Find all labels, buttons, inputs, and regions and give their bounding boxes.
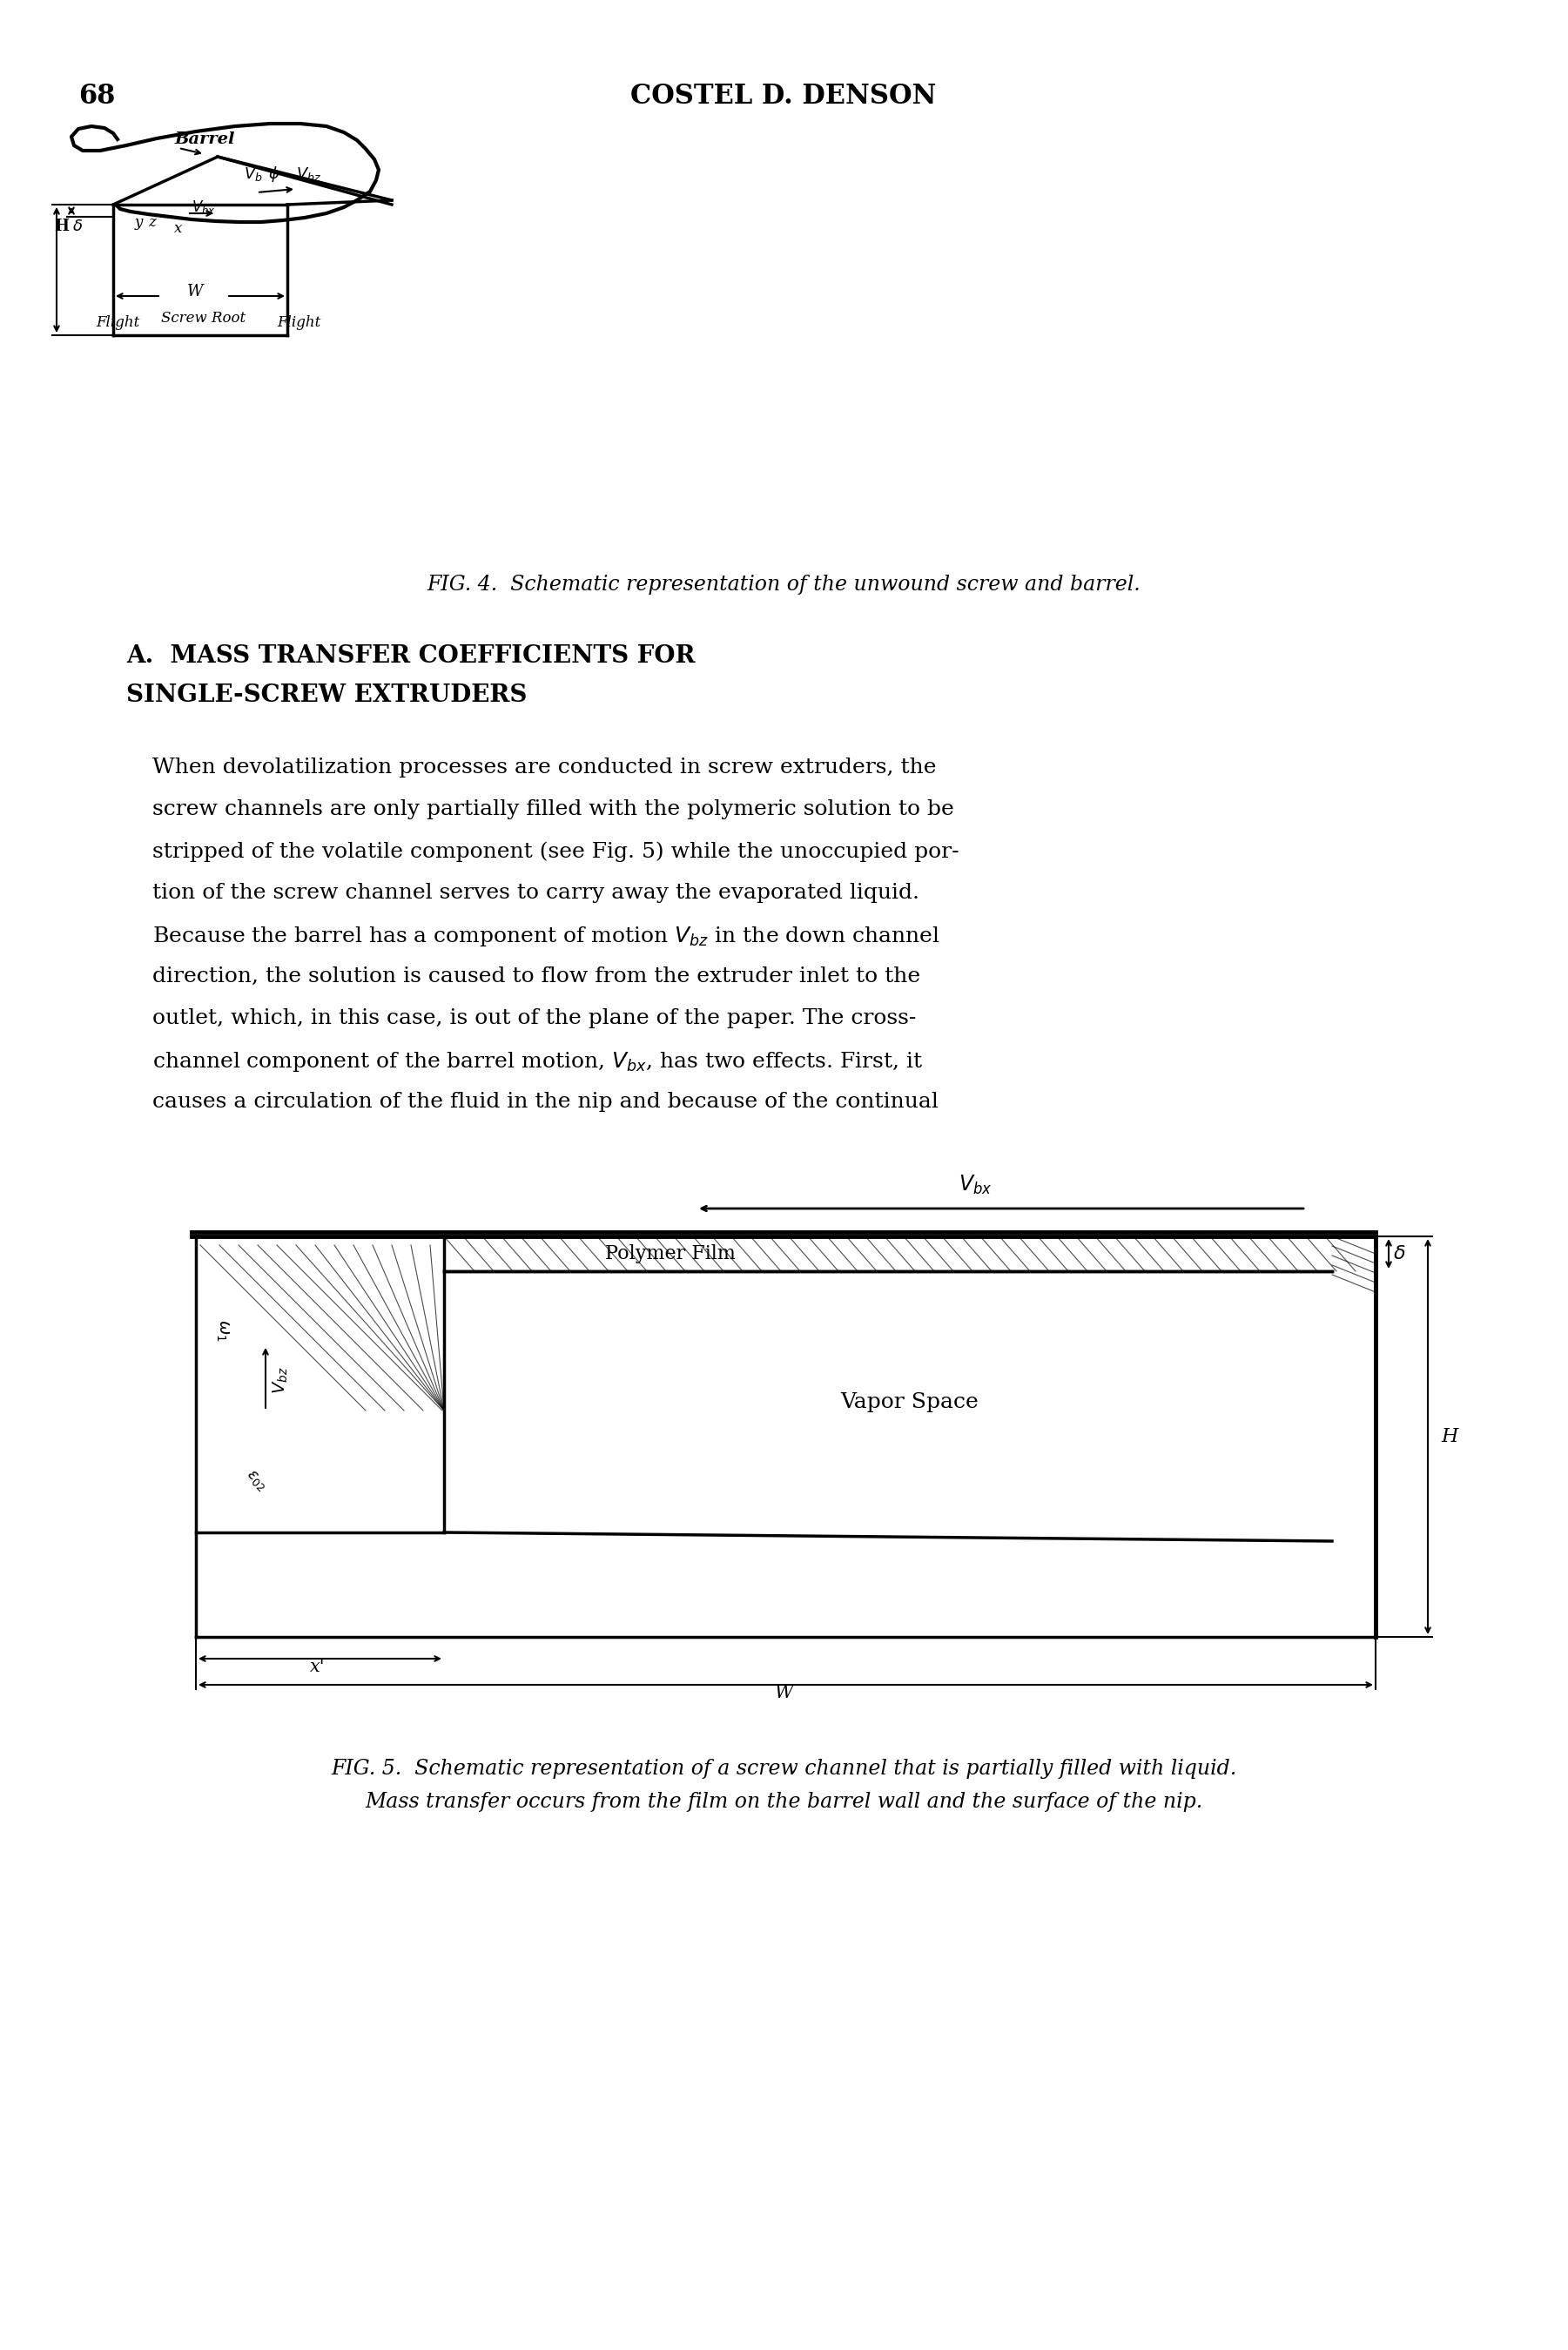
Text: $V_{bz}$: $V_{bz}$ xyxy=(296,165,321,183)
Text: x': x' xyxy=(310,1659,326,1676)
Text: causes a circulation of the fluid in the nip and because of the continual: causes a circulation of the fluid in the… xyxy=(152,1093,938,1112)
Text: $\phi$: $\phi$ xyxy=(268,165,279,183)
Text: $\delta$: $\delta$ xyxy=(72,219,83,235)
Text: Flight: Flight xyxy=(278,315,320,329)
Text: H: H xyxy=(53,219,69,235)
Text: Flight: Flight xyxy=(96,315,140,329)
Text: W: W xyxy=(775,1685,793,1701)
Text: Polymer Film: Polymer Film xyxy=(605,1243,735,1264)
Text: When devolatilization processes are conducted in screw extruders, the: When devolatilization processes are cond… xyxy=(152,757,936,778)
Text: screw channels are only partially filled with the polymeric solution to be: screw channels are only partially filled… xyxy=(152,799,953,820)
Text: $\delta$: $\delta$ xyxy=(1392,1243,1405,1264)
Text: W: W xyxy=(187,284,204,298)
Text: COSTEL D. DENSON: COSTEL D. DENSON xyxy=(630,82,936,110)
Text: $V_b$: $V_b$ xyxy=(243,165,263,183)
Text: Screw Root: Screw Root xyxy=(162,310,246,327)
Text: Because the barrel has a component of motion $V_{bz}$ in the down channel: Because the barrel has a component of mo… xyxy=(152,924,939,947)
Text: z: z xyxy=(147,216,155,230)
Text: $V_{bz}$: $V_{bz}$ xyxy=(271,1365,290,1394)
Text: channel component of the barrel motion, $V_{bx}$, has two effects. First, it: channel component of the barrel motion, … xyxy=(152,1050,924,1074)
Text: $V_{bx}$: $V_{bx}$ xyxy=(958,1173,993,1196)
Text: Barrel: Barrel xyxy=(174,132,235,148)
Text: FIG. 4.  Schematic representation of the unwound screw and barrel.: FIG. 4. Schematic representation of the … xyxy=(426,576,1140,595)
Text: $V_{bx}$: $V_{bx}$ xyxy=(191,197,216,216)
Text: FIG. 5.  Schematic representation of a screw channel that is partially filled wi: FIG. 5. Schematic representation of a sc… xyxy=(331,1758,1237,1779)
Text: $\varepsilon_{02}$: $\varepsilon_{02}$ xyxy=(243,1466,271,1495)
Text: x: x xyxy=(174,221,182,235)
Text: y: y xyxy=(135,216,143,230)
Text: tion of the screw channel serves to carry away the evaporated liquid.: tion of the screw channel serves to carr… xyxy=(152,884,919,902)
Text: direction, the solution is caused to flow from the extruder inlet to the: direction, the solution is caused to flo… xyxy=(152,966,920,987)
Text: A.  MASS TRANSFER COEFFICIENTS FOR: A. MASS TRANSFER COEFFICIENTS FOR xyxy=(127,644,695,667)
Text: Mass transfer occurs from the film on the barrel wall and the surface of the nip: Mass transfer occurs from the film on th… xyxy=(365,1793,1203,1812)
Text: $\omega_1$: $\omega_1$ xyxy=(215,1318,230,1342)
Text: stripped of the volatile component (see Fig. 5) while the unoccupied por-: stripped of the volatile component (see … xyxy=(152,841,960,862)
Text: SINGLE-SCREW EXTRUDERS: SINGLE-SCREW EXTRUDERS xyxy=(127,684,527,707)
Text: outlet, which, in this case, is out of the plane of the paper. The cross-: outlet, which, in this case, is out of t… xyxy=(152,1008,916,1029)
Text: Vapor Space: Vapor Space xyxy=(840,1391,978,1412)
Text: 68: 68 xyxy=(78,82,116,110)
Text: H: H xyxy=(1441,1426,1458,1445)
